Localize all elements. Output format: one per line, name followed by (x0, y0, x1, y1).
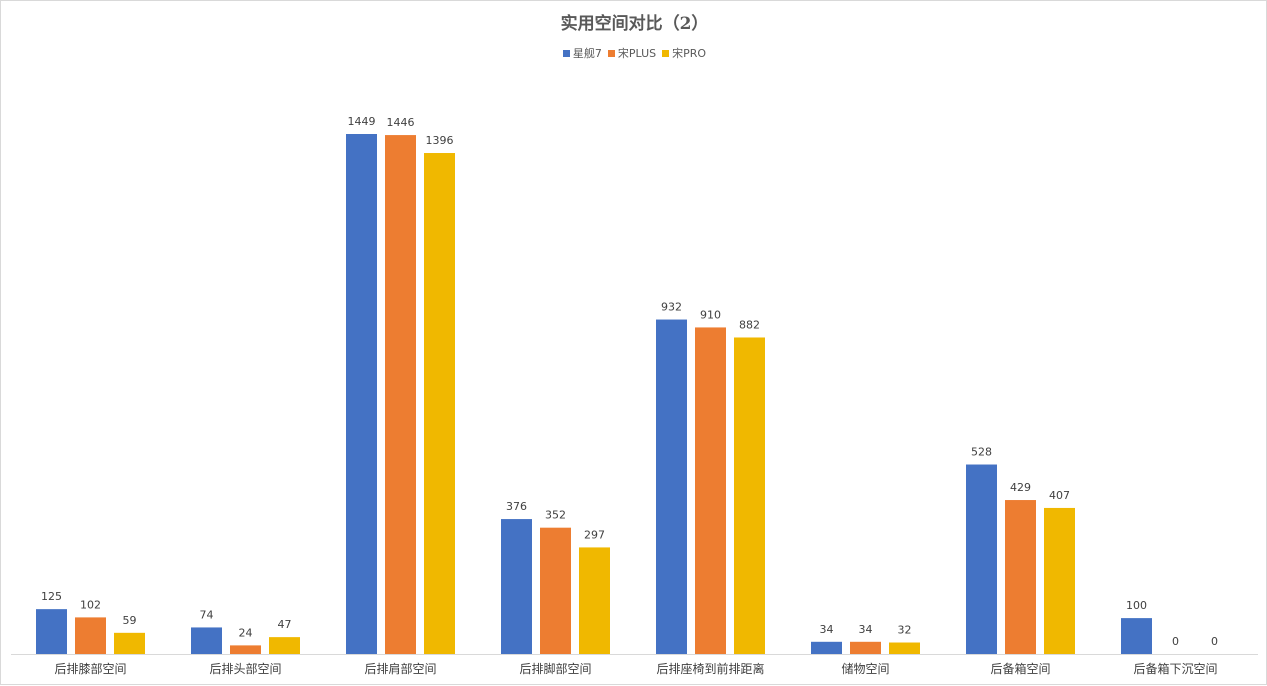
bar (75, 617, 106, 654)
bar (346, 134, 377, 654)
legend-label: 星舰7 (572, 47, 602, 60)
legend-label: 宋PRO (672, 47, 707, 60)
bar (36, 609, 67, 654)
x-tick-label: 储物空间 (841, 661, 889, 676)
data-label: 882 (739, 318, 760, 331)
chart-title: 实用空间对比（2） (560, 14, 709, 34)
bar (1005, 500, 1036, 654)
bar (579, 547, 610, 654)
data-label: 0 (1211, 635, 1218, 648)
data-label: 376 (506, 500, 527, 513)
legend-label: 宋PLUS (617, 47, 657, 60)
legend-swatch (562, 49, 570, 57)
data-label: 910 (700, 308, 721, 321)
bar (191, 627, 222, 654)
x-tick-label: 后备箱下沉空间 (1133, 661, 1217, 676)
data-label: 102 (80, 598, 101, 611)
data-label: 429 (1010, 481, 1031, 494)
bar (1121, 618, 1152, 654)
x-tick-label: 后排肩部空间 (364, 661, 436, 676)
data-label: 125 (41, 590, 62, 603)
bar (811, 641, 842, 654)
data-label: 407 (1049, 489, 1070, 502)
data-label: 34 (859, 623, 873, 636)
data-label: 528 (971, 446, 992, 459)
bar (734, 337, 765, 654)
data-label: 59 (123, 614, 137, 627)
bar (501, 519, 532, 654)
data-label: 24 (239, 626, 253, 639)
bar (850, 641, 881, 654)
bar (966, 464, 997, 654)
bar (695, 327, 726, 654)
bar (114, 632, 145, 654)
data-label: 1396 (426, 134, 454, 147)
data-label: 352 (545, 509, 566, 522)
bar (269, 637, 300, 654)
legend-item: 星舰7 (562, 45, 602, 61)
x-tick-label: 后排座椅到前排距离 (656, 661, 764, 676)
data-label: 32 (898, 624, 912, 637)
legend-item: 宋PRO (662, 45, 706, 61)
x-tick-label: 后排脚部空间 (519, 661, 591, 676)
bar (1044, 507, 1075, 654)
bar (889, 642, 920, 654)
data-label: 100 (1126, 599, 1147, 612)
data-label: 74 (200, 608, 214, 621)
x-tick-label: 后备箱空间 (990, 661, 1050, 676)
data-label: 297 (584, 528, 605, 541)
x-tick-label: 后排膝部空间 (54, 661, 126, 676)
data-label: 1449 (348, 115, 376, 128)
x-tick-label: 后排头部空间 (209, 661, 281, 676)
legend-swatch (662, 49, 670, 57)
data-label: 0 (1172, 635, 1179, 648)
data-label: 1446 (387, 116, 415, 129)
bar (385, 135, 416, 654)
legend: 星舰7 宋PLUS 宋PRO (1, 45, 1267, 61)
bar (656, 319, 687, 654)
legend-swatch (607, 49, 615, 57)
bar (424, 153, 455, 654)
legend-item: 宋PLUS (607, 45, 657, 61)
data-label: 34 (820, 623, 834, 636)
bar (540, 527, 571, 654)
bar (230, 645, 261, 654)
data-label: 932 (661, 301, 682, 314)
data-label: 47 (278, 618, 292, 631)
